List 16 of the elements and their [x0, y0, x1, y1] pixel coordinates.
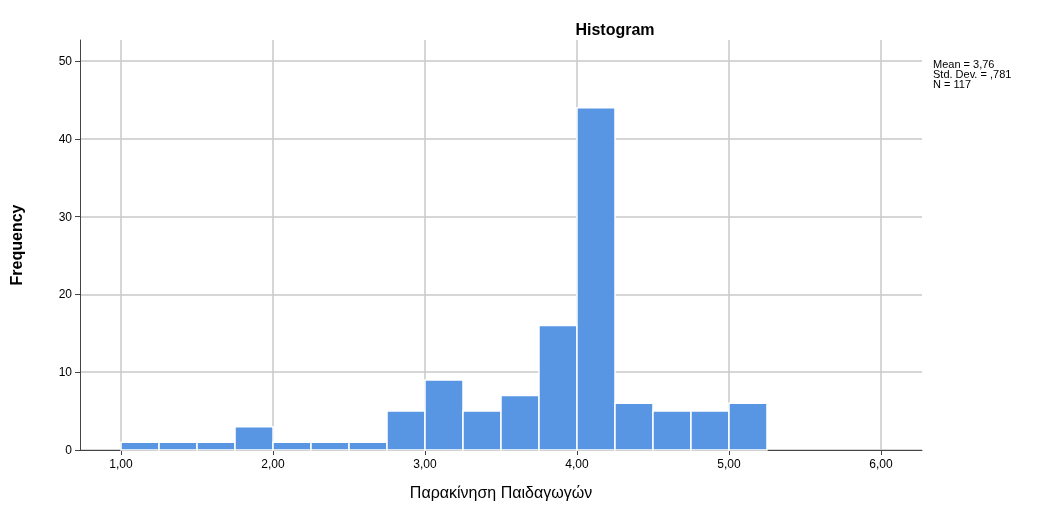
- x-axis-title: Παρακίνηση Παιδαγωγών: [409, 483, 593, 501]
- y-axis-title: Frequency: [7, 204, 25, 286]
- y-tick-label: 10: [58, 365, 73, 380]
- chart-title: Histogram: [575, 20, 655, 38]
- y-tick-label: 30: [58, 209, 73, 224]
- x-tick-label: 2,00: [261, 457, 286, 471]
- x-tick-label: 6,00: [869, 457, 893, 471]
- y-tick-label: 0: [65, 443, 73, 457]
- y-tick-label: 40: [58, 131, 73, 146]
- x-tick-label: 5,00: [717, 457, 741, 471]
- x-tick-label: 1,00: [109, 457, 134, 471]
- x-tick-label: 3,00: [413, 457, 438, 471]
- text: N = 117: [933, 77, 972, 90]
- y-tick-label: 50: [58, 54, 73, 69]
- x-tick-label: 4,00: [565, 457, 589, 471]
- y-tick-label: 20: [58, 287, 73, 302]
